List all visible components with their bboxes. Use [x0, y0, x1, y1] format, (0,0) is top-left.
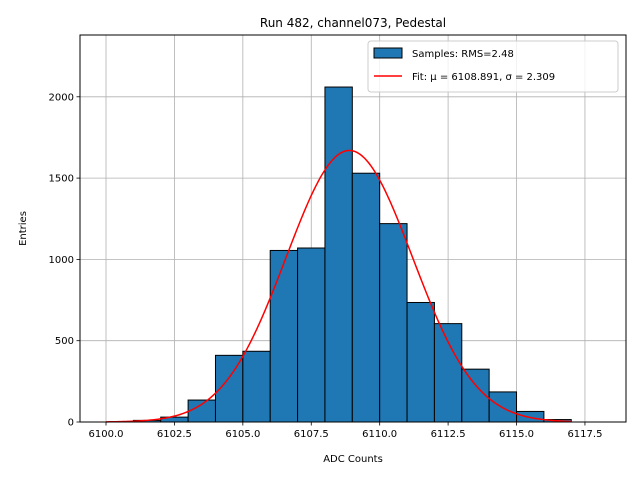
x-tick-label: 6100.0	[89, 429, 124, 440]
chart-title: Run 482, channel073, Pedestal	[260, 16, 446, 30]
x-axis-label: ADC Counts	[323, 454, 383, 465]
histogram-bar	[351, 172, 381, 423]
legend-label-samples: Samples: RMS=2.48	[412, 49, 514, 60]
y-tick-label: 1500	[49, 174, 74, 185]
axis-ticks: 6100.0 6102.5 6105.0 6107.5 6110.0 6112.5 6115…	[49, 92, 603, 440]
x-tick-label: 6115.0	[499, 429, 534, 440]
axes-frame	[79, 34, 627, 423]
x-tick-label: 6112.5	[431, 429, 466, 440]
x-tick-label: 6117.5	[567, 429, 602, 440]
histogram-bar	[379, 223, 408, 423]
fit-curve-group	[105, 149, 572, 423]
legend: Samples: RMS=2.48 Fit: μ = 6108.891, σ =…	[367, 40, 619, 93]
y-tick-label: 500	[55, 336, 74, 347]
y-tick-label: 1000	[49, 255, 74, 266]
y-axis-label: Entries	[18, 211, 29, 246]
y-tick-label: 0	[68, 418, 74, 429]
y-tick-label: 2000	[49, 92, 74, 103]
legend-box	[367, 40, 619, 93]
histogram-bar	[324, 86, 353, 423]
x-tick-label: 6110.0	[362, 429, 397, 440]
histogram-bar	[297, 247, 326, 423]
legend-label-fit: Fit: μ = 6108.891, σ = 2.309	[412, 72, 555, 83]
histogram-bar	[242, 350, 271, 423]
x-tick-label: 6102.5	[157, 429, 192, 440]
x-tick-label: 6107.5	[294, 429, 329, 440]
x-tick-label: 6105.0	[225, 429, 260, 440]
fit-curve	[105, 149, 572, 423]
histogram-bar	[433, 323, 463, 423]
histogram-bar	[406, 301, 435, 423]
legend-swatch-samples	[373, 47, 403, 59]
histogram-bar	[269, 249, 299, 423]
